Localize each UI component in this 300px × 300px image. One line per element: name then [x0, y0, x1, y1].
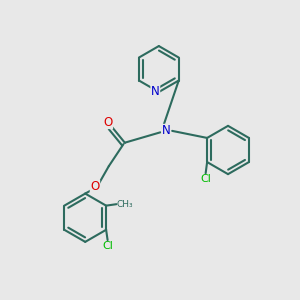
Text: Cl: Cl [102, 241, 113, 251]
Text: N: N [162, 124, 171, 137]
Text: CH₃: CH₃ [116, 200, 133, 209]
Text: Cl: Cl [200, 174, 211, 184]
Text: N: N [151, 85, 160, 98]
Text: O: O [90, 180, 100, 193]
Text: O: O [103, 116, 112, 128]
